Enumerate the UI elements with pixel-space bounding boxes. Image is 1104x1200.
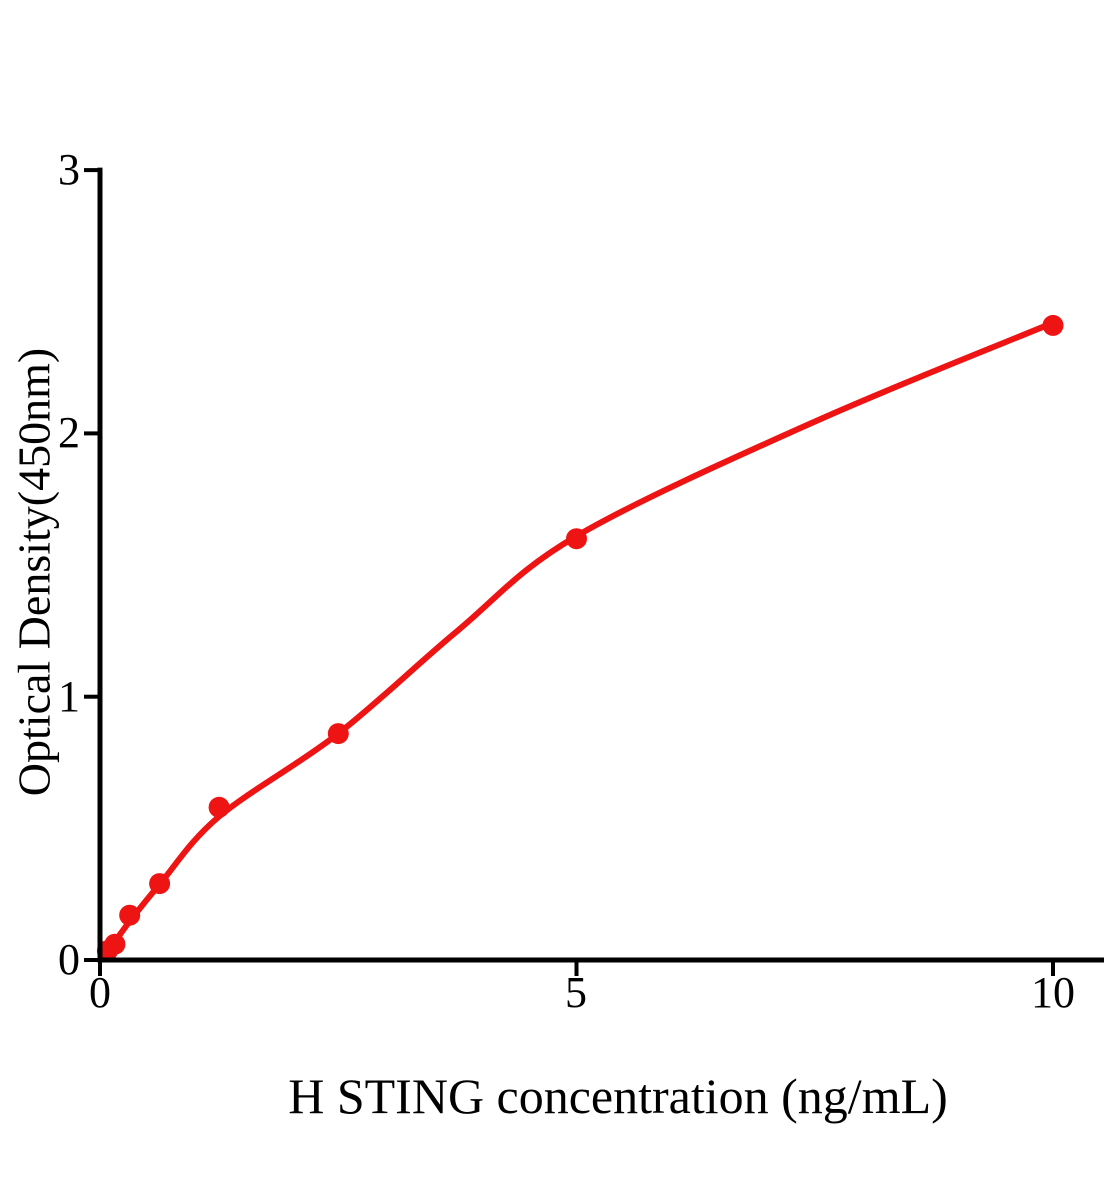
y-tick-label-2: 2	[58, 408, 80, 457]
x-tick-label-10: 10	[1031, 968, 1075, 1017]
data-point-3	[149, 873, 171, 895]
y-tick-label-3: 3	[58, 145, 80, 194]
x-axis-title: H STING concentration (ng/mL)	[288, 1068, 948, 1124]
data-point-2	[119, 904, 141, 926]
data-point-6	[566, 528, 587, 550]
x-tick-label-0: 0	[89, 968, 111, 1017]
y-tick-label-1: 1	[58, 672, 80, 721]
data-point-5	[327, 723, 349, 745]
data-point-4	[208, 796, 230, 818]
data-point-7	[1042, 314, 1064, 336]
y-axis-title: Optical Density(450nm)	[8, 347, 60, 797]
x-tick-label-5: 5	[565, 968, 587, 1017]
data-point-1	[104, 933, 126, 955]
fit-curve-0	[97, 319, 1056, 963]
y-tick-label-0: 0	[58, 935, 80, 984]
